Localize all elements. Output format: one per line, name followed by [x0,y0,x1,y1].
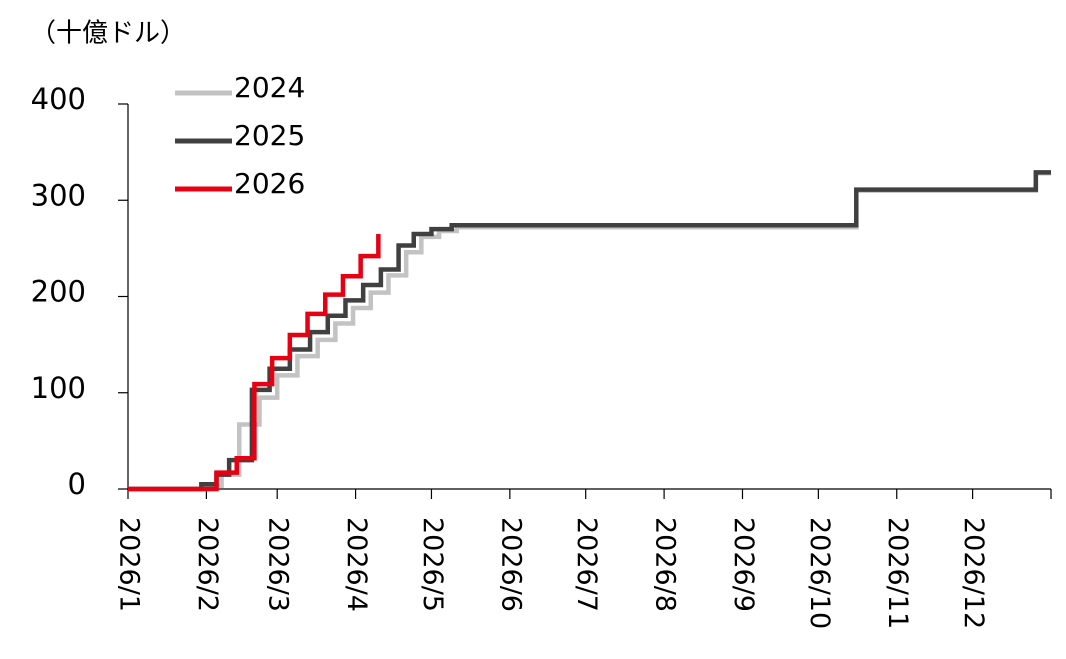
x-tick-label: 2026/12 [958,517,989,629]
x-tick-label: 2026/9 [728,517,759,612]
series-line [128,171,1051,492]
legend-label: 2025 [234,119,305,152]
y-tick-label: 0 [68,467,86,501]
x-tick-label: 2026/8 [650,517,681,612]
y-tick-label: 200 [31,275,86,309]
y-tick-label: 100 [31,371,86,405]
x-tick-label: 2026/4 [341,517,372,612]
x-tick-label: 2026/11 [882,517,913,629]
x-tick-label: 2026/5 [417,517,448,612]
y-axis-label: （十億ドル） [30,19,186,49]
y-tick-label: 300 [31,178,86,212]
x-tick-label: 2026/2 [192,517,223,612]
x-tick-label: 2026/6 [495,517,526,612]
x-tick-label: 2026/10 [804,517,835,629]
legend-label: 2026 [234,167,305,200]
series-line [128,233,381,492]
y-tick-label: 400 [31,82,86,116]
series-line [128,170,1051,492]
x-tick-label: 2026/3 [263,517,294,612]
x-tick-label: 2026/7 [571,517,602,612]
legend-label: 2024 [234,71,305,104]
x-tick-label: 2026/1 [114,517,145,612]
